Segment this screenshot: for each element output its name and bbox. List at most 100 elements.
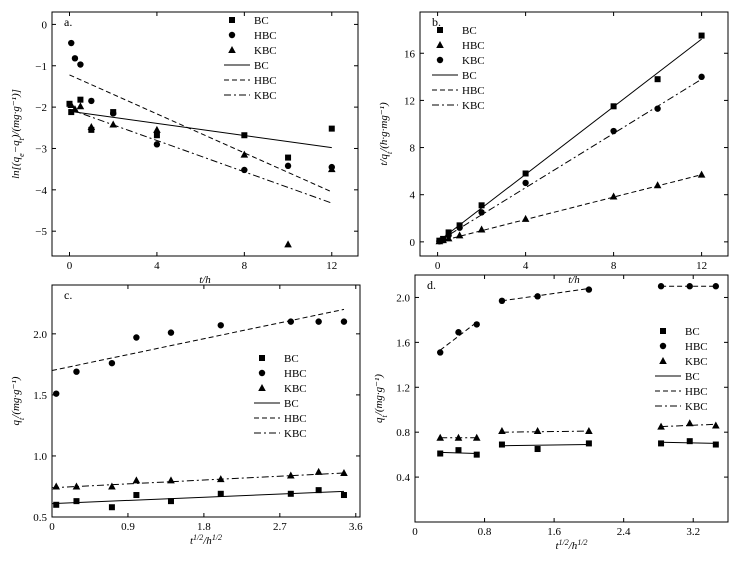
plot-frame xyxy=(414,274,729,523)
panel-letter: d. xyxy=(427,278,436,292)
data-point-kbc xyxy=(522,179,529,187)
data-point-bc xyxy=(522,170,529,177)
data-point-kbc xyxy=(610,127,617,135)
data-point-kbc xyxy=(67,101,76,109)
legend-label: BC xyxy=(284,353,299,365)
legend-label: KBC xyxy=(284,383,307,395)
data-point-hbc xyxy=(217,322,224,329)
x-axis-label: t/h xyxy=(199,274,211,286)
panel-letter: b. xyxy=(432,15,441,29)
data-point-bc xyxy=(108,504,115,511)
panel-b: 0 4 8 12 0 4 8 12 16 b. t/h t/qt/(h·g·mg⁻¹) BC HBC KBC… xyxy=(378,11,729,286)
data-point-bc xyxy=(686,438,693,445)
y-tick-label: 2.0 xyxy=(33,329,47,341)
legend-label: HBC xyxy=(462,40,485,52)
data-point-bc xyxy=(658,440,665,447)
y-tick-label: 4 xyxy=(410,190,416,202)
data-point-bc xyxy=(73,498,80,505)
data-point-kbc xyxy=(445,232,452,239)
data-point-kbc xyxy=(657,422,665,430)
data-point-hbc xyxy=(585,286,593,293)
panel-a: 0 4 8 12 −5 −4 −3 −2 −1 0 a. t/h ln[(qe−qt)/(mg·g⁻¹)… xyxy=(10,11,359,286)
data-point-hbc xyxy=(657,283,665,290)
y-axis-label: t/qt/(h·g·mg⁻¹) xyxy=(378,102,394,166)
data-point-kbc xyxy=(340,469,348,477)
data-point-kbc xyxy=(287,471,295,479)
fit-line-kbc xyxy=(437,78,702,243)
data-point-kbc xyxy=(108,482,116,490)
legend-label: HBC xyxy=(685,341,708,353)
data-point-hbc xyxy=(284,162,292,170)
x-tick-label: 0 xyxy=(412,526,418,538)
legend: BC HBC KBC BC HBC KBC xyxy=(655,326,708,413)
y-tick-label: 1.5 xyxy=(33,390,47,402)
data-point-bc xyxy=(167,498,174,505)
x-tick-label: 3.6 xyxy=(349,521,363,533)
legend-label: BC xyxy=(462,70,477,82)
data-point-bc xyxy=(478,202,485,209)
y-tick-label: 0.5 xyxy=(33,512,47,524)
data-point-kbc xyxy=(240,150,249,158)
fit-line-bc xyxy=(69,110,332,149)
data-point-hbc xyxy=(521,214,530,222)
data-point-hbc xyxy=(315,318,322,325)
legend-label: KBC xyxy=(685,356,708,368)
fit-line-bc xyxy=(440,451,477,454)
y-tick-label: 0 xyxy=(410,237,416,249)
y-tick-label: −1 xyxy=(35,61,47,73)
data-point-bc xyxy=(217,490,224,497)
data-point-hbc xyxy=(73,368,80,375)
data-point-kbc xyxy=(472,433,481,441)
legend-marker-bc xyxy=(229,17,235,23)
data-point-bc xyxy=(340,492,347,499)
legend: BC HBC KBC BC HBC KBC xyxy=(224,15,277,102)
y-tick-label: 0.8 xyxy=(396,427,410,439)
legend-label: HBC xyxy=(254,75,277,87)
data-point-bc xyxy=(66,100,73,107)
y-tick-label: 2.0 xyxy=(396,292,410,304)
y-axis-label: qt/(mg·g⁻¹) xyxy=(10,376,26,425)
data-point-kbc xyxy=(216,475,225,483)
data-point-kbc xyxy=(327,165,336,173)
data-point-hbc xyxy=(712,283,720,290)
legend-label: KBC xyxy=(462,55,485,67)
y-tick-label: 8 xyxy=(410,143,416,155)
data-point-bc xyxy=(133,492,140,499)
data-point-kbc xyxy=(454,433,463,441)
data-point-hbc xyxy=(287,318,295,325)
data-point-kbc xyxy=(314,467,323,475)
fit-line-hbc xyxy=(501,288,589,302)
fit-line-bc xyxy=(437,38,702,243)
data-point-bc xyxy=(654,76,661,83)
y-tick-label: 1.6 xyxy=(396,337,410,349)
data-point-bc xyxy=(698,32,705,39)
legend-label: HBC xyxy=(462,85,485,97)
panel-letter: c. xyxy=(64,288,72,302)
data-point-kbc xyxy=(698,73,705,81)
data-point-hbc xyxy=(133,334,140,341)
data-point-bc xyxy=(473,451,480,458)
data-point-hbc xyxy=(53,390,60,397)
data-point-hbc xyxy=(653,181,662,189)
plot-frame xyxy=(419,11,729,257)
fit-line-kbc xyxy=(51,472,345,489)
legend-label: KBC xyxy=(284,428,307,440)
data-point-hbc xyxy=(110,110,117,117)
legend-marker-kbc xyxy=(436,56,444,64)
data-point-kbc xyxy=(153,125,161,133)
y-tick-label: −4 xyxy=(35,185,47,197)
legend: BC HBC KBC BC HBC KBC xyxy=(254,353,307,440)
y-tick-label: 0 xyxy=(42,19,48,31)
legend-label: HBC xyxy=(685,386,708,398)
legend-marker-hbc xyxy=(436,41,444,48)
y-tick-label: −5 xyxy=(35,226,47,238)
data-point-bc xyxy=(53,501,60,508)
legend-label: KBC xyxy=(462,100,485,112)
data-point-kbc xyxy=(533,427,542,435)
data-point-hbc xyxy=(340,318,348,325)
y-axis-label: ln[(qe−qt)/(mg·g⁻¹)] xyxy=(10,89,26,179)
x-tick-label: 1.6 xyxy=(547,526,561,538)
legend-label: HBC xyxy=(284,413,307,425)
legend-marker-hbc xyxy=(659,342,667,350)
x-tick-label: 8 xyxy=(242,260,248,272)
